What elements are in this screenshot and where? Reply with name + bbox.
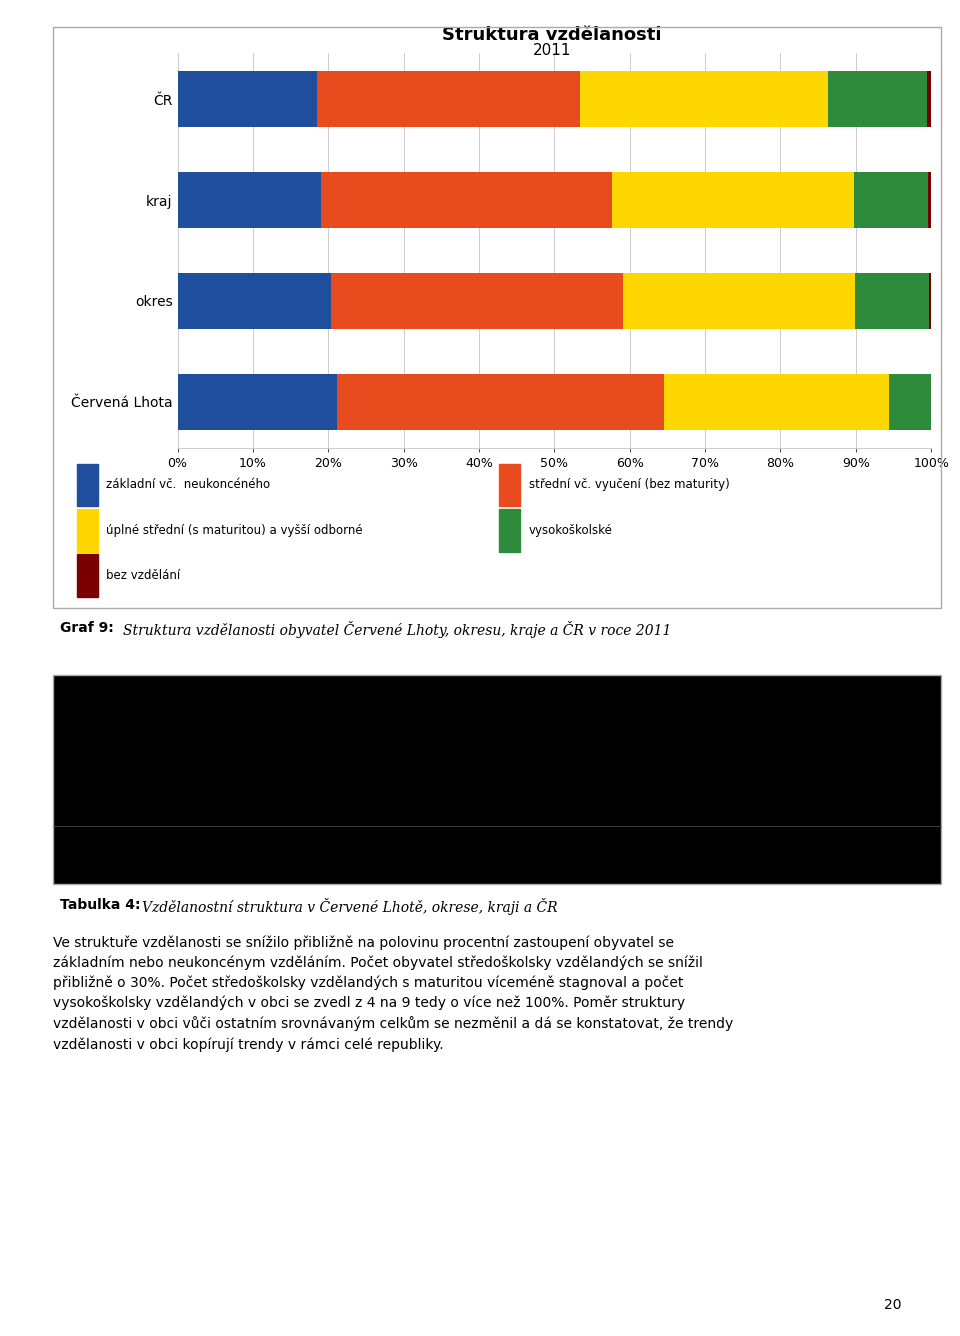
Text: 41 049: 41 049 [826, 858, 858, 867]
Text: Struktura vzdělanosti obyvatel Červené Lhoty, okresu, kraje a ČR v roce 2011: Struktura vzdělanosti obyvatel Červené L… [123, 621, 671, 639]
Text: 1: 1 [540, 828, 545, 838]
Text: vysokoškolské: vysokoškolské [529, 524, 612, 537]
Bar [178, 374, 337, 430]
Text: základní vč.  neukoncéného: základní vč. neukoncéného [107, 478, 271, 492]
Bar [928, 273, 931, 329]
Text: 1 975 109: 1 975 109 [183, 872, 230, 882]
Text: 1 114 731: 1 114 731 [811, 872, 858, 882]
Text: střední vč.
vyučení (bez
maturity): střední vč. vyučení (bez maturity) [640, 764, 691, 795]
Text: 1 509: 1 509 [518, 858, 545, 867]
Text: 79: 79 [218, 828, 230, 838]
Text: vysoko
školské: vysoko školské [414, 770, 444, 790]
Text: bez vzdělání: bez vzdělání [876, 775, 926, 784]
Bar [828, 71, 927, 127]
Bar [77, 554, 98, 597]
Bar [623, 273, 854, 329]
Text: Struktura vzdělanosti: Struktura vzdělanosti [443, 25, 661, 44]
Text: 9: 9 [852, 828, 858, 838]
Text: 48: 48 [374, 828, 387, 838]
Bar [889, 374, 931, 430]
Bar [927, 71, 931, 127]
Text: 2001: 2001 [334, 696, 369, 708]
Bar [178, 273, 331, 329]
Text: kraj: kraj [58, 858, 78, 867]
Text: 25 671: 25 671 [353, 843, 387, 852]
Text: 34: 34 [612, 828, 624, 838]
Text: bez vzdělání: bez vzdělání [107, 569, 180, 582]
Text: bez vzdělání: bez vzdělání [483, 775, 533, 784]
Text: 24 849: 24 849 [198, 843, 230, 852]
Text: ČR: ČR [58, 872, 72, 882]
Bar [499, 509, 520, 552]
Text: vysoko
školské: vysoko školské [807, 770, 836, 790]
Bar [178, 172, 322, 228]
Bar [322, 172, 612, 228]
Text: 42 384: 42 384 [905, 872, 938, 882]
Text: okres: okres [58, 843, 86, 852]
Text: 2 431 171: 2 431 171 [339, 872, 387, 882]
Text: 108: 108 [290, 828, 308, 838]
Text: 174 353: 174 353 [270, 858, 308, 867]
Text: 6 520: 6 520 [438, 843, 465, 852]
Text: 28 519: 28 519 [747, 843, 780, 852]
Text: 2011: 2011 [727, 696, 762, 708]
Text: 2 790 112: 2 790 112 [732, 872, 780, 882]
Text: 35 883: 35 883 [669, 843, 702, 852]
Text: Vzdělanostní struktura v Červené Lhotě, okrese, kraji a ČR: Vzdělanostní struktura v Červené Lhotě, … [142, 898, 558, 915]
Text: 9 062: 9 062 [831, 843, 858, 852]
Text: Graf 9:: Graf 9: [60, 621, 113, 635]
Text: úplné střední (s maturitou) a vyšší odborné: úplné střední (s maturitou) a vyšší odbo… [107, 524, 363, 537]
Bar [854, 273, 928, 329]
Bar [77, 464, 98, 506]
Text: 330: 330 [920, 843, 938, 852]
Text: 48: 48 [768, 828, 780, 838]
Text: 37 932: 37 932 [513, 872, 545, 882]
Bar [77, 509, 98, 552]
Bar [928, 172, 931, 228]
Bar [318, 71, 580, 127]
Text: 0: 0 [932, 828, 938, 838]
Text: střední vč. vyučení (bez maturity): střední vč. vyučení (bez maturity) [529, 478, 730, 492]
Text: Ve struktuře vzdělanosti se snížilo přibližně na polovinu procentní zastoupení o: Ve struktuře vzdělanosti se snížilo přib… [53, 935, 733, 1051]
Text: střední vč.
vyučení (bez
maturity): střední vč. vyučení (bez maturity) [247, 764, 298, 795]
Bar [331, 273, 623, 329]
Text: 1 819: 1 819 [911, 858, 938, 867]
Text: 1 571 602: 1 571 602 [576, 872, 624, 882]
Text: 762 459: 762 459 [425, 872, 465, 882]
Text: základní vč.
neukoncéné
ho: základní vč. neukoncéné ho [170, 764, 219, 795]
Bar [499, 464, 520, 506]
Text: základní vč.
neukoncéné
ho: základní vč. neukoncéné ho [563, 764, 612, 795]
Text: 161 731: 161 731 [662, 858, 702, 867]
Text: úplné střední
(s maturitou)
a vyšší
odborné: úplné střední (s maturitou) a vyšší odbo… [324, 759, 376, 800]
Text: Tabulka 4:: Tabulka 4: [60, 898, 140, 911]
Text: úplné střední
(s maturitou)
a vyšší
odborné: úplné střední (s maturitou) a vyšší odbo… [717, 759, 770, 800]
Text: 2 952 112: 2 952 112 [655, 872, 702, 882]
Text: Červená Lhota: Červená Lhota [58, 828, 133, 838]
Text: 117 566: 117 566 [348, 858, 387, 867]
Bar [664, 374, 889, 430]
Bar [612, 172, 854, 228]
Bar [337, 374, 664, 430]
Bar [580, 71, 828, 127]
Text: 4: 4 [459, 828, 465, 838]
Text: 38 526: 38 526 [276, 843, 308, 852]
Text: 70: 70 [689, 828, 702, 838]
Bar [854, 172, 928, 228]
Text: 79 912: 79 912 [590, 858, 624, 867]
Text: 2011: 2011 [533, 43, 571, 59]
Bar [178, 71, 318, 127]
Text: 307: 307 [527, 843, 545, 852]
Text: 28 830: 28 830 [432, 858, 465, 867]
Text: 103 731: 103 731 [191, 858, 230, 867]
Text: 18 899: 18 899 [591, 843, 624, 852]
Text: 20: 20 [884, 1299, 901, 1312]
Text: 134 235: 134 235 [741, 858, 780, 867]
Text: 3 255 400: 3 255 400 [261, 872, 308, 882]
